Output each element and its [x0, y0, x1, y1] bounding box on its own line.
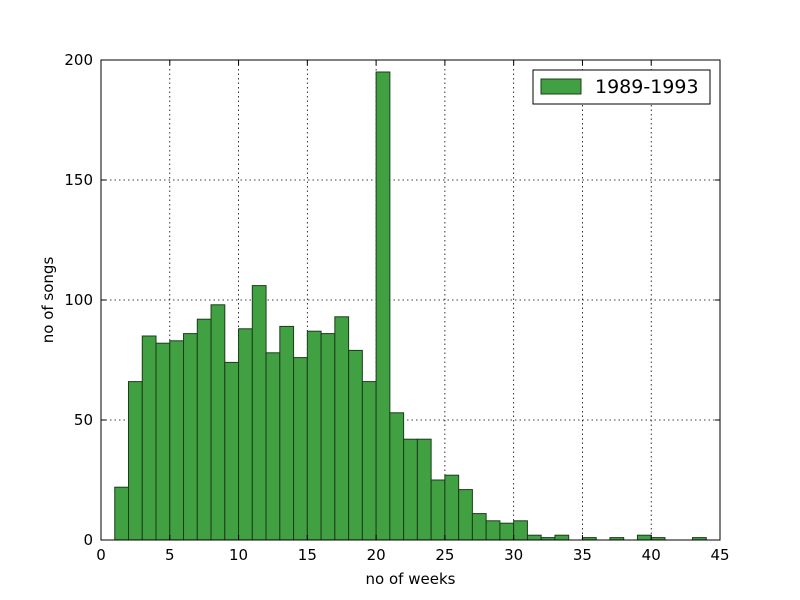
histogram-bar: [403, 438, 418, 541]
histogram-bar: [471, 513, 487, 541]
histogram-bar: [196, 318, 212, 541]
bars: [114, 71, 707, 541]
x-tick-label: 20: [367, 546, 386, 564]
histogram-bar: [361, 381, 377, 541]
ticks: 0 5 10 15 20 25 30 35 40 45 0 50 100 150 200: [64, 51, 729, 564]
histogram-bar: [141, 335, 157, 541]
histogram-bar: [114, 486, 130, 541]
histogram-bar: [430, 479, 446, 541]
x-tick-label: 30: [504, 546, 523, 564]
legend: 1989-1993: [532, 69, 711, 105]
histogram-bar: [416, 438, 432, 541]
histogram-bar: [348, 349, 363, 541]
histogram-bar: [334, 316, 350, 541]
x-tick-label: 5: [165, 546, 175, 564]
histogram-bar: [320, 333, 336, 541]
histogram-bar: [251, 285, 267, 541]
histogram-bar: [279, 325, 295, 541]
x-tick-label: 15: [298, 546, 317, 564]
x-tick-label: 10: [229, 546, 248, 564]
y-tick-label: 0: [83, 531, 93, 549]
legend-label: 1989-1993: [595, 76, 699, 98]
histogram-bar: [210, 304, 226, 541]
histogram-bar: [183, 333, 198, 541]
y-tick-label: 150: [64, 171, 93, 189]
histogram-bar: [306, 330, 322, 541]
histogram-bar: [238, 328, 253, 541]
histogram-bar: [526, 534, 542, 541]
legend-swatch: [540, 78, 582, 95]
x-tick-label: 35: [573, 546, 592, 564]
histogram-bar: [293, 357, 308, 541]
x-tick-label: 40: [642, 546, 661, 564]
y-tick-label: 200: [64, 51, 93, 69]
histogram-bar: [513, 520, 528, 541]
y-axis-label: no of songs: [39, 257, 57, 344]
histogram-bar: [444, 474, 460, 541]
histogram-bar: [169, 340, 185, 541]
x-tick-label: 45: [710, 546, 729, 564]
histogram-bar: [499, 522, 515, 541]
x-tick-label: 25: [435, 546, 454, 564]
x-tick-label: 0: [96, 546, 106, 564]
histogram-bar: [554, 534, 570, 541]
y-tick-label: 100: [64, 291, 93, 309]
y-tick-label: 50: [74, 411, 93, 429]
histogram-bar: [265, 352, 281, 541]
x-axis-label: no of weeks: [366, 570, 456, 588]
histogram-bar: [458, 489, 473, 541]
histogram-bar: [224, 361, 240, 541]
histogram-bar: [636, 534, 652, 541]
histogram-bar: [389, 412, 405, 541]
histogram-bar: [128, 381, 143, 541]
histogram-bar: [375, 71, 391, 541]
histogram-bar: [155, 342, 171, 541]
histogram-bar: [485, 520, 501, 541]
